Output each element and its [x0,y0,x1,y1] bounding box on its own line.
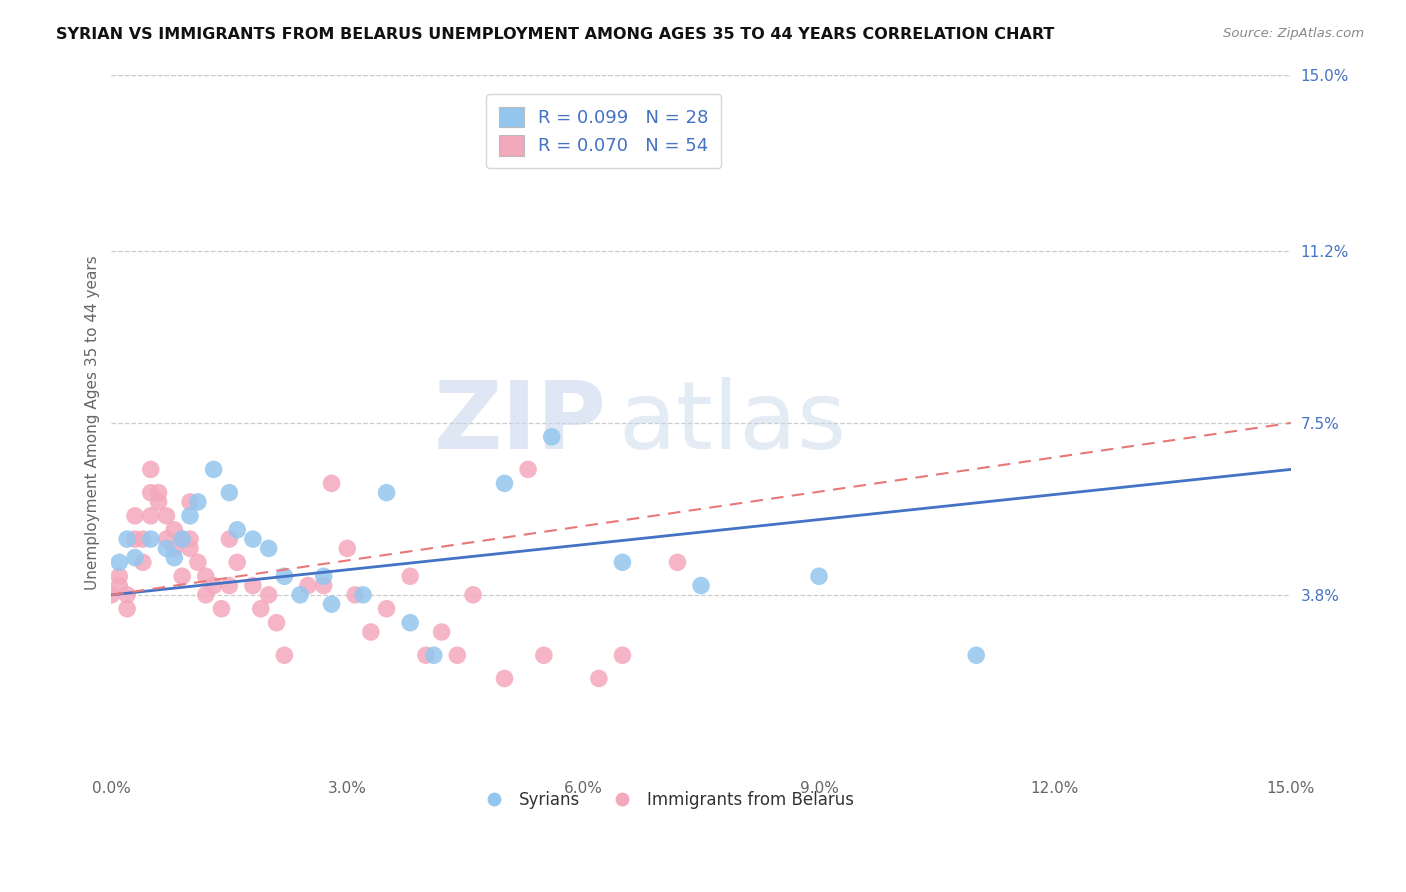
Point [273,569,295,583]
Point [194,569,217,583]
Point [297,578,319,592]
Point [430,625,453,640]
Text: SYRIAN VS IMMIGRANTS FROM BELARUS UNEMPLOYMENT AMONG AGES 35 TO 44 YEARS CORRELA: SYRIAN VS IMMIGRANTS FROM BELARUS UNEMPL… [56,27,1054,42]
Point [172,532,194,546]
Point [124,508,146,523]
Point [226,555,249,569]
Point [588,672,610,686]
Point [218,485,240,500]
Point [273,648,295,663]
Point [155,532,177,546]
Point [155,541,177,556]
Point [690,578,713,592]
Point [100,588,122,602]
Point [179,495,201,509]
Point [399,569,422,583]
Point [375,601,398,615]
Point [108,555,131,569]
Point [187,555,209,569]
Point [399,615,422,630]
Point [540,430,562,444]
Point [375,485,398,500]
Point [249,601,271,615]
Point [242,578,264,592]
Point [115,601,138,615]
Point [211,601,233,615]
Point [194,588,217,602]
Point [187,495,209,509]
Point [172,532,194,546]
Point [115,588,138,602]
Point [288,588,311,602]
Point [155,508,177,523]
Point [132,555,155,569]
Point [461,588,484,602]
Point [139,462,162,476]
Point [179,541,201,556]
Text: Source: ZipAtlas.com: Source: ZipAtlas.com [1223,27,1364,40]
Point [242,532,264,546]
Point [163,541,186,556]
Point [202,578,225,592]
Text: ZIP: ZIP [434,377,607,469]
Point [124,532,146,546]
Point [202,462,225,476]
Point [415,648,437,663]
Point [124,550,146,565]
Point [312,578,335,592]
Point [257,541,280,556]
Point [612,555,634,569]
Point [179,508,201,523]
Point [336,541,359,556]
Point [163,550,186,565]
Point [321,597,343,611]
Point [666,555,689,569]
Point [266,615,288,630]
Y-axis label: Unemployment Among Ages 35 to 44 years: Unemployment Among Ages 35 to 44 years [86,256,100,591]
Point [321,476,343,491]
Point [163,523,186,537]
Point [517,462,540,476]
Point [179,532,201,546]
Point [360,625,382,640]
Point [312,569,335,583]
Point [139,508,162,523]
Point [148,495,170,509]
Point [218,532,240,546]
Point [226,523,249,537]
Point [218,578,240,592]
Point [148,485,170,500]
Point [446,648,468,663]
Point [108,578,131,592]
Point [344,588,367,602]
Point [139,532,162,546]
Point [612,648,634,663]
Point [139,485,162,500]
Point [132,532,155,546]
Point [965,648,987,663]
Point [108,569,131,583]
Legend: Syrians, Immigrants from Belarus: Syrians, Immigrants from Belarus [471,784,860,815]
Point [494,476,516,491]
Point [172,569,194,583]
Point [494,672,516,686]
Text: atlas: atlas [619,377,846,469]
Point [115,532,138,546]
Point [352,588,374,602]
Point [257,588,280,602]
Point [423,648,446,663]
Point [808,569,831,583]
Point [533,648,555,663]
